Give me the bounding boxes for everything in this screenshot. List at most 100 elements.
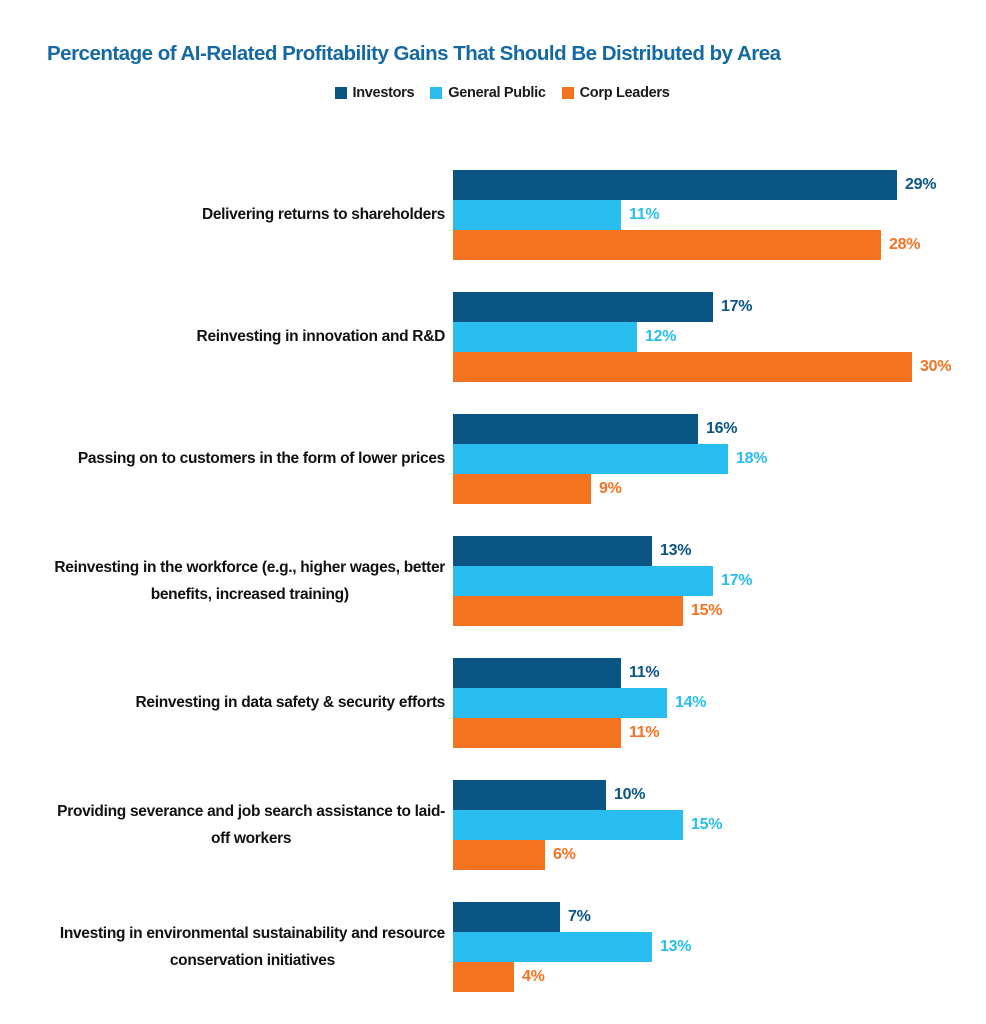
bar-row-general-public: 17%	[453, 566, 986, 596]
value-label: 17%	[721, 572, 753, 589]
category-group: Reinvesting in data safety & security ef…	[0, 658, 986, 748]
bar-investors	[453, 902, 560, 932]
bar-row-investors: 10%	[453, 780, 986, 810]
bar-corp-leaders	[453, 962, 514, 992]
value-label: 11%	[629, 724, 660, 741]
bar-investors	[453, 414, 698, 444]
value-label: 12%	[645, 328, 677, 345]
category-label: Reinvesting in the workforce (e.g., high…	[54, 558, 445, 603]
bar-general-public	[453, 200, 621, 230]
legend-item-general-public: General Public	[430, 85, 546, 101]
bar-investors	[453, 780, 606, 810]
bar-row-corp-leaders: 9%	[453, 474, 986, 504]
legend-label-general-public: General Public	[448, 85, 546, 101]
value-label: 16%	[706, 420, 738, 437]
category-label-column: Reinvesting in data safety & security ef…	[0, 658, 445, 748]
value-label: 28%	[889, 236, 921, 253]
value-label: 7%	[568, 908, 591, 925]
category-label: Investing in environmental sustainabilit…	[59, 924, 445, 969]
bar-groups: Delivering returns to shareholders 29% 11%…	[0, 170, 986, 992]
bar-general-public	[453, 932, 652, 962]
category-label-column: Passing on to customers in the form of l…	[0, 414, 445, 504]
category-group: Reinvesting in innovation and R&D 17% 12% 3…	[0, 292, 986, 382]
bar-corp-leaders	[453, 352, 912, 382]
category-bars: 13% 17% 15%	[453, 536, 986, 626]
bar-row-investors: 29%	[453, 170, 986, 200]
bar-investors	[453, 292, 713, 322]
bar-row-investors: 16%	[453, 414, 986, 444]
legend-label-investors: Investors	[352, 85, 415, 101]
bar-investors	[453, 536, 652, 566]
category-label: Reinvesting in innovation and R&D	[196, 328, 446, 346]
bar-corp-leaders	[453, 840, 545, 870]
category-label: Providing severance and job search assis…	[57, 802, 445, 847]
category-bars: 16% 18% 9%	[453, 414, 986, 504]
bar-investors	[453, 170, 897, 200]
bar-row-general-public: 14%	[453, 688, 986, 718]
category-label-column: Reinvesting in innovation and R&D	[0, 292, 446, 382]
value-label: 15%	[691, 816, 723, 833]
category-label: Reinvesting in data safety & security ef…	[135, 694, 445, 712]
bar-corp-leaders	[453, 474, 591, 504]
bar-row-investors: 7%	[453, 902, 986, 932]
category-group: Delivering returns to shareholders 29% 11%…	[0, 170, 986, 260]
bar-row-general-public: 18%	[453, 444, 986, 474]
legend-swatch-corp-leaders	[561, 87, 574, 99]
value-label: 11%	[629, 206, 660, 223]
value-label: 30%	[920, 358, 952, 375]
category-bars: 29% 11% 28%	[453, 170, 986, 260]
value-label: 13%	[660, 542, 692, 559]
category-group: Providing severance and job search assis…	[0, 780, 986, 870]
bar-row-investors: 11%	[453, 658, 986, 688]
bar-general-public	[453, 444, 728, 474]
value-label: 6%	[553, 846, 576, 863]
bar-row-general-public: 12%	[453, 322, 986, 352]
legend-swatch-investors	[334, 87, 347, 99]
value-label: 17%	[721, 298, 753, 315]
value-label: 29%	[905, 176, 937, 193]
bar-corp-leaders	[453, 596, 683, 626]
category-label-column: Investing in environmental sustainabilit…	[0, 902, 445, 992]
legend-item-investors: Investors	[334, 85, 415, 101]
bar-general-public	[453, 322, 637, 352]
category-bars: 17% 12% 30%	[453, 292, 986, 382]
bar-row-corp-leaders: 11%	[453, 718, 986, 748]
bar-row-general-public: 15%	[453, 810, 986, 840]
category-bars: 10% 15% 6%	[453, 780, 986, 870]
legend-item-corp-leaders: Corp Leaders	[561, 85, 670, 101]
category-label-column: Delivering returns to shareholders	[0, 170, 445, 260]
chart-title: Percentage of AI-Related Profitability G…	[47, 42, 781, 65]
bar-row-investors: 17%	[453, 292, 986, 322]
category-group: Passing on to customers in the form of l…	[0, 414, 986, 504]
bar-corp-leaders	[453, 230, 881, 260]
legend-swatch-general-public	[430, 87, 443, 99]
category-label-column: Reinvesting in the workforce (e.g., high…	[0, 536, 445, 626]
category-group: Investing in environmental sustainabilit…	[0, 902, 986, 992]
bar-row-corp-leaders: 6%	[453, 840, 986, 870]
bar-row-corp-leaders: 28%	[453, 230, 986, 260]
bar-row-general-public: 13%	[453, 932, 986, 962]
bar-general-public	[453, 810, 683, 840]
legend-label-corp-leaders: Corp Leaders	[579, 85, 670, 101]
category-bars: 7% 13% 4%	[453, 902, 986, 992]
bar-corp-leaders	[453, 718, 621, 748]
category-label: Delivering returns to shareholders	[201, 206, 445, 224]
bar-row-corp-leaders: 15%	[453, 596, 986, 626]
category-label: Passing on to customers in the form of l…	[77, 450, 445, 468]
value-label: 10%	[614, 786, 646, 803]
category-bars: 11% 14% 11%	[453, 658, 986, 748]
value-label: 4%	[522, 968, 545, 985]
bar-general-public	[453, 566, 713, 596]
value-label: 11%	[629, 664, 660, 681]
value-label: 14%	[675, 694, 707, 711]
value-label: 9%	[599, 480, 622, 497]
legend: Investors General Public Corp Leaders	[0, 85, 986, 101]
bar-row-corp-leaders: 4%	[453, 962, 986, 992]
bar-investors	[453, 658, 621, 688]
value-label: 15%	[691, 602, 723, 619]
category-label-column: Providing severance and job search assis…	[0, 780, 445, 870]
bar-general-public	[453, 688, 667, 718]
bar-row-corp-leaders: 30%	[453, 352, 986, 382]
bar-row-investors: 13%	[453, 536, 986, 566]
